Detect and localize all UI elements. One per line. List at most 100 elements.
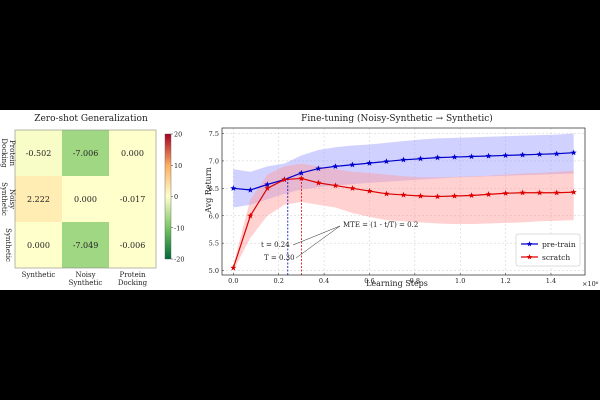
y-tick-label: 7.5 <box>209 130 219 138</box>
data-point <box>417 192 424 199</box>
y-tick-label: 7.0 <box>209 157 219 165</box>
heatmap-cell <box>109 130 156 176</box>
colorbar-tick-label: -10 <box>174 224 184 232</box>
data-point <box>298 175 305 182</box>
plot-frame <box>221 127 586 276</box>
heatmap-cell-value: 2.222 <box>27 195 50 204</box>
data-point <box>468 153 475 160</box>
data-point <box>570 188 577 195</box>
x-axis-label: Learning Steps <box>366 279 428 288</box>
y-axis-label: Avg Return <box>204 167 213 214</box>
data-point <box>451 153 458 160</box>
heatmap-cell <box>62 130 109 176</box>
data-point <box>570 149 577 156</box>
annotation-arrow <box>295 225 341 259</box>
heatmap-cell <box>109 222 156 268</box>
data-point <box>536 151 543 157</box>
heatmap-col-label: Protein Docking <box>118 271 148 287</box>
data-point <box>298 169 305 176</box>
data-point <box>281 176 288 183</box>
colorbar-tick-label: -20 <box>174 256 184 264</box>
figure-svg: Zero-shot Generalization -0.502 -7.006 0.0… <box>0 113 599 288</box>
data-point <box>315 165 322 172</box>
heatmap-cell <box>109 176 156 222</box>
heatmap-cell <box>15 130 62 176</box>
colorbar-tick-label: 20 <box>174 131 182 139</box>
x-tick-label: 0.2 <box>274 277 284 285</box>
annotation-t: t = 0.24 <box>261 241 290 249</box>
data-point <box>553 189 560 196</box>
data-point <box>264 181 271 188</box>
x-tick-label: 1.2 <box>500 277 510 285</box>
heatmap-col-label: Noisy Synthetic <box>69 271 103 287</box>
data-point <box>315 179 322 186</box>
x-tick-label: 0.4 <box>319 277 329 285</box>
heatmap-cell-value: 0.000 <box>74 195 97 204</box>
data-point <box>502 190 509 196</box>
heatmap-cell <box>15 176 62 222</box>
x-tick-label: 0.0 <box>228 277 238 285</box>
data-point <box>526 254 533 260</box>
data-point <box>485 152 492 159</box>
data-point <box>468 192 475 199</box>
data-point <box>349 185 356 191</box>
annotation-T: T = 0.30 <box>264 254 295 262</box>
heatmap-row-label: Synthetic <box>4 228 12 262</box>
data-point <box>526 241 533 247</box>
line-chart-annotations: MTE = (1 - t/T) = 0.2 t = 0.24 T = 0.30 <box>261 221 418 262</box>
line-chart-legend: pre-train scratch <box>515 233 581 267</box>
heatmap-row-label: NoisySynthetic <box>0 182 16 216</box>
heatmap-row-label: ProteinDocking <box>0 138 16 168</box>
data-point <box>451 192 458 199</box>
x-tick-label: 1.4 <box>546 277 556 285</box>
line-chart-bands <box>233 133 574 271</box>
line-chart-lines <box>230 149 577 275</box>
data-point <box>230 185 237 191</box>
colorbar-tick-label: 10 <box>174 162 182 170</box>
line-chart: Fine-tuning (Noisy-Synthetic → Synthetic… <box>204 113 599 288</box>
x-tick-label: 0.6 <box>364 277 374 285</box>
x-exponent-label: ×10⁶ <box>582 280 599 288</box>
x-tick-label: 0.8 <box>410 277 420 285</box>
y-tick-label: 5.5 <box>209 240 219 248</box>
heatmap-cells: -0.502 -7.006 0.000 2.222 0.000 -0.017 0.000 -7… <box>14 129 157 269</box>
data-point <box>264 185 271 191</box>
heatmap-cell-value: 0.000 <box>121 149 144 158</box>
heatmap-cell-value: -7.049 <box>73 241 99 250</box>
heatmap-cell <box>15 222 62 268</box>
data-point <box>434 154 441 161</box>
data-point <box>332 182 339 189</box>
confidence-band <box>233 163 574 271</box>
heatmap-row-labels: ProteinDocking NoisySynthetic Synthetic <box>0 138 16 262</box>
data-point <box>485 191 492 197</box>
y-tick-label: 5.0 <box>209 267 219 275</box>
data-point <box>400 191 407 198</box>
line-chart-title: Fine-tuning (Noisy-Synthetic → Synthetic… <box>301 113 493 124</box>
heatmap-chart: Zero-shot Generalization -0.502 -7.006 0.0… <box>0 114 184 287</box>
heatmap-cell-value: 0.000 <box>27 241 50 250</box>
annotation-arrow <box>292 225 341 246</box>
data-point <box>519 151 526 158</box>
data-point <box>366 159 373 166</box>
data-point <box>502 152 509 159</box>
heatmap-title: Zero-shot Generalization <box>34 114 148 124</box>
heatmap-cell <box>62 222 109 268</box>
heatmap-cell-value: -0.502 <box>26 149 52 158</box>
data-point <box>366 187 373 194</box>
colorbar-gradient <box>164 133 172 260</box>
data-point <box>247 212 254 219</box>
heatmap-col-label: Synthetic <box>22 271 56 279</box>
data-point <box>553 150 560 157</box>
data-point <box>434 193 441 200</box>
heatmap-cell-value: -7.006 <box>73 149 99 158</box>
colorbar-tick-label: 0 <box>174 193 178 201</box>
legend-label: scratch <box>542 253 570 262</box>
data-point <box>417 155 424 162</box>
data-point <box>230 264 237 271</box>
data-point <box>400 156 407 163</box>
confidence-band <box>233 133 574 208</box>
heatmap-col-labels: Synthetic Noisy Synthetic Protein Docking <box>22 271 148 287</box>
annotation-mte: MTE = (1 - t/T) = 0.2 <box>343 221 418 229</box>
figure-panel: Zero-shot Generalization -0.502 -7.006 0.0… <box>0 110 600 290</box>
data-point <box>519 189 526 196</box>
